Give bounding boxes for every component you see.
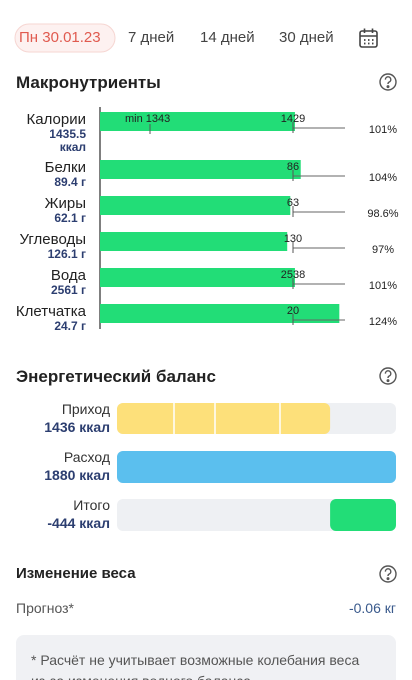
- macro-name: Белки: [44, 159, 86, 176]
- energy-label: Приход: [61, 401, 110, 417]
- tab[interactable]: 30 дней: [279, 29, 334, 46]
- target-label: 2538: [280, 269, 306, 281]
- energy-label: Итого: [73, 497, 110, 513]
- macro-name: Углеводы: [19, 231, 86, 248]
- macro-name: Жиры: [44, 195, 86, 212]
- energy-value: 1436 ккал: [44, 419, 110, 435]
- macro-amount: 62.1 г: [54, 211, 86, 225]
- macro-amount: 126.1 г: [47, 247, 86, 261]
- section-title: Изменение веса: [16, 565, 136, 582]
- macro-bar: [100, 196, 291, 215]
- active-tab-pill[interactable]: [14, 23, 116, 53]
- min-label: min 1343: [125, 113, 171, 125]
- macro-amount: 89.4 г: [54, 175, 86, 189]
- total-bar: [330, 499, 396, 531]
- macro-amount: 1435.5 ккал: [49, 127, 86, 154]
- tab[interactable]: 14 дней: [200, 29, 255, 46]
- target-label: 86: [286, 161, 300, 173]
- macro-bar: [100, 112, 295, 131]
- target-label: 1429: [280, 113, 306, 125]
- expense-bar: [117, 451, 396, 483]
- section-title: Энергетический баланс: [16, 367, 216, 386]
- percent-label: 97%: [371, 244, 395, 256]
- energy-value: 1880 ккал: [44, 467, 110, 483]
- help-icon[interactable]: [379, 367, 397, 385]
- bar-track: [117, 499, 396, 531]
- tab[interactable]: 7 дней: [128, 29, 175, 46]
- target-label: 20: [286, 305, 300, 317]
- percent-label: 104%: [368, 172, 398, 184]
- percent-label: 124%: [368, 316, 398, 328]
- macro-bar: [100, 304, 340, 323]
- macro-bar: [100, 232, 288, 251]
- section-title: Макронутриенты: [16, 73, 161, 92]
- percent-label: 101%: [368, 124, 398, 136]
- note-box: [16, 635, 396, 680]
- forecast-value: -0.06 кг: [348, 600, 396, 616]
- macro-bar: [100, 268, 295, 287]
- macro-name: Вода: [50, 267, 86, 284]
- help-icon[interactable]: [379, 73, 397, 91]
- note: * Расчёт не учитывает возможные колебани…: [31, 652, 360, 680]
- help-icon[interactable]: [379, 565, 397, 583]
- calendar-icon[interactable]: [359, 28, 378, 48]
- intake-bar: [117, 403, 331, 434]
- percent-label: 98.6%: [367, 208, 399, 220]
- tab[interactable]: Пн 30.01.23: [19, 29, 101, 46]
- target-label: 63: [286, 197, 300, 209]
- percent-label: 101%: [368, 280, 398, 292]
- macro-amount: 2561 г: [50, 283, 86, 297]
- forecast-label: Прогноз*: [16, 600, 74, 616]
- macro-name: Клетчатка: [15, 303, 86, 320]
- macro-amount: 24.7 г: [54, 319, 86, 333]
- energy-value: -444 ккал: [47, 515, 110, 531]
- macro-bar: [100, 160, 301, 179]
- target-label: 130: [283, 233, 303, 245]
- energy-label: Расход: [63, 449, 110, 465]
- macro-name: Калории: [26, 111, 86, 128]
